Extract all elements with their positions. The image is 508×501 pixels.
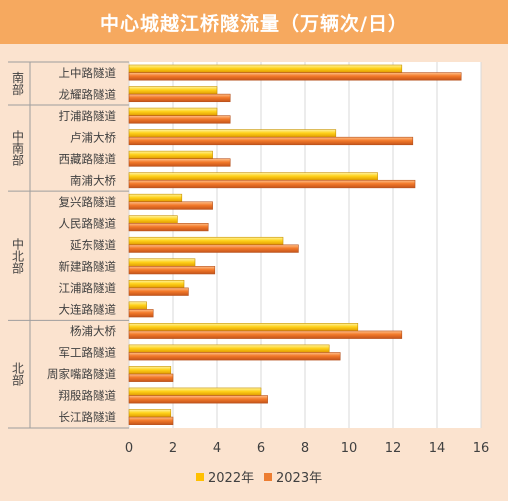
category-label: 新建路隧道 bbox=[59, 260, 117, 274]
bar-2023 bbox=[128, 373, 174, 382]
x-tick-label: 0 bbox=[125, 441, 133, 456]
bar-2022 bbox=[128, 150, 213, 160]
category-label: 西藏路隧道 bbox=[59, 152, 117, 166]
bar-2023 bbox=[128, 158, 231, 167]
bar-2023 bbox=[128, 201, 213, 210]
x-tick-label: 8 bbox=[301, 441, 309, 456]
bar-2023 bbox=[128, 223, 209, 232]
bar-2022 bbox=[128, 323, 359, 332]
chart-title: 中心城越江桥隧流量（万辆次/日） bbox=[100, 12, 408, 35]
x-tick-label: 10 bbox=[341, 441, 358, 456]
bar-2022 bbox=[128, 387, 262, 396]
bar-2023 bbox=[128, 416, 174, 425]
bar-2023 bbox=[128, 287, 189, 296]
group-label: 中北部 bbox=[11, 236, 25, 273]
bar-2023 bbox=[128, 72, 462, 81]
group-label: 北部 bbox=[11, 362, 25, 386]
x-tick-label: 4 bbox=[213, 441, 221, 456]
legend-swatch bbox=[264, 473, 272, 481]
legend-label: 2022年 bbox=[208, 471, 254, 486]
bar-2022 bbox=[128, 64, 403, 73]
bar-2023 bbox=[128, 93, 231, 103]
x-tick-label: 6 bbox=[257, 441, 265, 456]
bar-2023 bbox=[128, 136, 414, 146]
bar-2022 bbox=[128, 86, 218, 95]
category-label: 军工路隧道 bbox=[59, 346, 117, 360]
bar-2022 bbox=[128, 129, 337, 138]
bar-2022 bbox=[128, 409, 172, 418]
bar-2023 bbox=[128, 352, 341, 361]
bar-2022 bbox=[128, 258, 196, 267]
category-label: 上中路隧道 bbox=[59, 66, 117, 80]
group-label: 南部 bbox=[11, 70, 25, 95]
bar-2022 bbox=[128, 366, 172, 375]
bar-2023 bbox=[128, 395, 268, 404]
category-label: 杨浦大桥 bbox=[70, 324, 116, 338]
bar-2023 bbox=[128, 266, 216, 275]
bar-2022 bbox=[128, 301, 147, 310]
bar-2023 bbox=[128, 309, 154, 318]
bar-2022 bbox=[128, 236, 284, 246]
bar-2022 bbox=[128, 107, 218, 116]
category-label: 复兴路隧道 bbox=[59, 195, 117, 209]
chart-header: 中心城越江桥隧流量（万辆次/日） bbox=[0, 0, 508, 44]
bar-2023 bbox=[128, 244, 299, 253]
bar-2023 bbox=[128, 330, 403, 339]
legend-label: 2023年 bbox=[276, 471, 322, 486]
category-label: 南浦大桥 bbox=[70, 173, 116, 187]
bar-2022 bbox=[128, 193, 183, 203]
bar-2022 bbox=[128, 344, 330, 353]
bar-2023 bbox=[128, 115, 231, 124]
category-label: 长江路隧道 bbox=[59, 410, 117, 424]
bar-2023 bbox=[128, 179, 416, 189]
category-label: 卢浦大桥 bbox=[70, 130, 116, 144]
category-label: 江浦路隧道 bbox=[59, 281, 117, 295]
x-tick-label: 16 bbox=[473, 441, 490, 456]
bar-2022 bbox=[128, 215, 178, 224]
category-label: 周家嘴路隧道 bbox=[47, 367, 116, 381]
group-label: 中南部 bbox=[11, 129, 25, 166]
bar-2022 bbox=[128, 172, 378, 181]
bar-2022 bbox=[128, 279, 185, 289]
x-tick-label: 14 bbox=[429, 441, 446, 456]
legend-swatch bbox=[196, 473, 204, 481]
x-tick-label: 12 bbox=[385, 441, 402, 456]
category-label: 大连路隧道 bbox=[59, 303, 117, 317]
category-label: 翔殷路隧道 bbox=[59, 389, 117, 403]
category-label: 龙耀路隧道 bbox=[59, 87, 117, 101]
category-label: 延东隧道 bbox=[70, 238, 116, 252]
category-label: 打浦路隧道 bbox=[59, 109, 117, 123]
category-label: 人民路隧道 bbox=[59, 216, 117, 230]
x-tick-label: 2 bbox=[169, 441, 177, 456]
